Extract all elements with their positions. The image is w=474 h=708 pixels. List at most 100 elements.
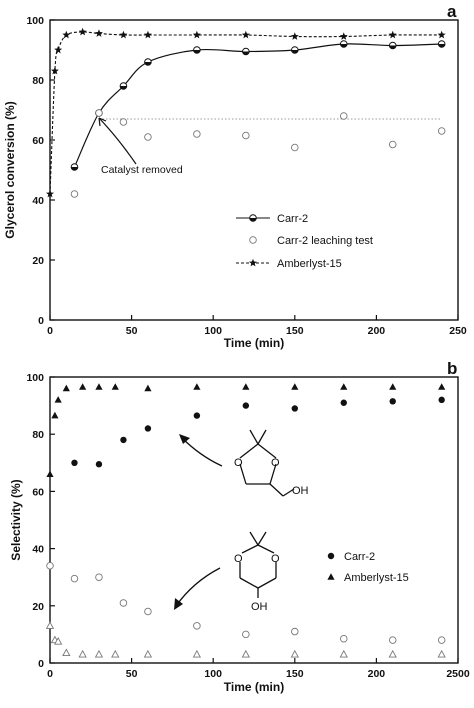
panel-a-y-tick-label-80: 80 xyxy=(32,75,44,87)
panel-b-point-amberlyst-15-1 xyxy=(51,411,59,419)
panel-a-point-amberlyst-15-10 xyxy=(290,32,299,40)
panel-a-point-amberlyst-15-8 xyxy=(192,30,201,39)
panel-b-x-tick-label-100: 100 xyxy=(204,668,222,680)
panel-a-y-tick-label-100: 100 xyxy=(26,15,44,27)
panel-a-y-tick-label-0: 0 xyxy=(38,315,44,327)
panel-b-x-tick-label-200: 200 xyxy=(368,668,386,680)
panel-b-point-series-4-8 xyxy=(192,649,202,658)
panel-a-plot-frame xyxy=(49,19,459,321)
panel-b-point-amberlyst-15-3 xyxy=(62,384,70,392)
panel-b-point-series-3-2 xyxy=(95,573,103,581)
panel-b-y-tick-label-40: 40 xyxy=(32,544,44,556)
panel-b-point-carr-2-3 xyxy=(144,425,152,432)
panel-a-x-tick-label-100: 100 xyxy=(204,325,222,337)
legend-label-amberlyst-15-b: Amberlyst-15 xyxy=(344,572,409,584)
panel-b-y-tick-label-20: 20 xyxy=(32,601,44,613)
panel-a-x-axis-title: Time (min) xyxy=(224,336,284,350)
panel-a-series-line-carr-2 xyxy=(73,43,442,168)
panel-b-point-carr-2-2 xyxy=(120,436,127,444)
legend-marker-amberlyst-15 xyxy=(249,258,257,267)
legend-symbol-carr-2-leaching-test xyxy=(249,236,257,244)
panel-a-point-carr-2-4 xyxy=(193,46,201,54)
dioxane-oxygen-left: O xyxy=(234,553,243,565)
panel-a-series-line-amberlyst-15 xyxy=(49,31,442,195)
panel-b-point-amberlyst-15-9 xyxy=(242,383,250,390)
panel-b-point-series-3-4 xyxy=(144,607,152,616)
panel-b-point-amberlyst-15-0 xyxy=(46,470,54,478)
legend-marker-amberlyst-15-b xyxy=(327,573,335,580)
panel-b-point-series-4-9 xyxy=(241,649,250,658)
panel-a-point-amberlyst-15-7 xyxy=(143,30,152,39)
panel-a-point-amberlyst-15-2 xyxy=(54,45,63,54)
panel-b-point-amberlyst-15-11 xyxy=(340,383,348,390)
panel-a-y-axis-title: Glycerol conversion (%) xyxy=(3,101,17,238)
panel-a-point-amberlyst-15-0 xyxy=(46,189,54,198)
panel-a-catalyst-arrowhead xyxy=(98,117,107,127)
dioxane-hydroxyl-label: OH xyxy=(251,601,268,613)
panel-a-y-tick-label-40: 40 xyxy=(32,195,44,207)
panel-b-point-series-3-7 xyxy=(291,627,299,636)
panel-b-point-amberlyst-15-5 xyxy=(95,383,103,390)
dioxane-arrowhead xyxy=(174,598,183,610)
panel-a-point-amberlyst-15-4 xyxy=(78,27,87,36)
panel-a-axis-ticks: 0 50 100 150 200 250 0 20 40 60 80 100 xyxy=(26,15,466,337)
panel-a-point-amberlyst-15-11 xyxy=(339,32,348,40)
panel-a-x-tick-label-50: 50 xyxy=(126,325,138,337)
panel-a-point-amberlyst-15-12 xyxy=(388,30,397,39)
panel-b-x-tick-label-0: 0 xyxy=(47,668,53,680)
panel-a: a Time (min) Glycerol conversion (%) 0 50… xyxy=(3,2,467,350)
panel-a-point-carr-2-6 xyxy=(291,46,299,54)
panel-b-point-series-3-1 xyxy=(70,574,79,583)
panel-a-point-carr-2-leaching-test-0 xyxy=(70,190,79,198)
solketal-structure xyxy=(239,429,295,497)
panel-b-y-tick-label-100: 100 xyxy=(26,372,44,384)
panel-a-point-carr-2-5 xyxy=(242,47,250,56)
panel-b-point-series-4-2 xyxy=(54,637,63,645)
panel-b-point-series-4-7 xyxy=(143,649,153,658)
panel-b-x-tick-label-50: 50 xyxy=(126,668,138,680)
panel-b-y-axis-title: Selectivity (%) xyxy=(9,479,23,560)
legend-symbol-amberlyst-15-b xyxy=(327,573,335,580)
panel-a-point-carr-2-leaching-test-3 xyxy=(144,133,152,141)
legend-symbol-carr-2 xyxy=(249,214,257,222)
panel-b-data-marks xyxy=(45,383,446,658)
panel-a-point-carr-2-8 xyxy=(388,41,397,50)
panel-b-point-series-4-6 xyxy=(111,649,120,658)
panel-a-point-carr-2-leaching-test-2 xyxy=(119,118,128,126)
panel-b-y-tick-label-0: 0 xyxy=(38,658,44,670)
dioxane-oxygen-right: O xyxy=(271,553,280,565)
dioxane-arrow xyxy=(175,567,221,607)
panel-a-point-amberlyst-15-1 xyxy=(50,66,59,75)
panel-b-point-series-4-5 xyxy=(94,649,104,658)
panel-a-point-carr-2-leaching-test-1 xyxy=(95,109,103,117)
panel-a-x-tick-label-250: 250 xyxy=(449,325,467,337)
solketal-oxygen-right: O xyxy=(271,457,280,469)
panel-b-point-amberlyst-15-6 xyxy=(111,383,119,390)
panel-a-catalyst-arrow xyxy=(98,117,137,165)
panel-a-point-carr-2-7 xyxy=(339,40,348,48)
panel-b-point-series-4-11 xyxy=(339,649,348,658)
panel-b-axis-ticks: 0 50 100 150 200 2500 0 20 40 60 80 100 xyxy=(26,372,469,680)
solketal-oxygen-left: O xyxy=(234,457,243,469)
panel-a-legend: Carr-2 Carr-2 leaching test Amberlyst-15 xyxy=(236,213,373,270)
panel-a-point-carr-2-leaching-test-9 xyxy=(437,127,446,135)
panel-a-point-carr-2-leaching-test-4 xyxy=(193,130,201,138)
panel-a-point-amberlyst-15-9 xyxy=(241,30,250,39)
panel-b-point-series-4-4 xyxy=(78,649,87,658)
panel-a-point-carr-2-leaching-test-5 xyxy=(242,131,250,140)
panel-a-point-carr-2-leaching-test-7 xyxy=(340,112,348,120)
panel-b-point-series-3-0 xyxy=(46,562,54,570)
panel-b-point-amberlyst-15-4 xyxy=(79,383,87,390)
panel-a-point-carr-2-9 xyxy=(437,40,446,48)
solketal-arrowhead xyxy=(179,434,190,444)
solketal-arrow xyxy=(180,436,223,467)
panel-a-x-tick-label-0: 0 xyxy=(47,325,53,337)
panel-b-y-tick-label-80: 80 xyxy=(32,429,44,441)
panel-b-point-carr-2-8 xyxy=(389,398,396,405)
panel-a-point-amberlyst-15-6 xyxy=(119,30,128,39)
panel-b-point-series-4-13 xyxy=(437,649,446,658)
panel-b-plot-frame xyxy=(49,376,459,664)
panel-b-point-series-4-3 xyxy=(62,648,71,657)
legend-label-amberlyst-15: Amberlyst-15 xyxy=(277,258,342,270)
panel-b-point-series-3-6 xyxy=(242,630,250,639)
